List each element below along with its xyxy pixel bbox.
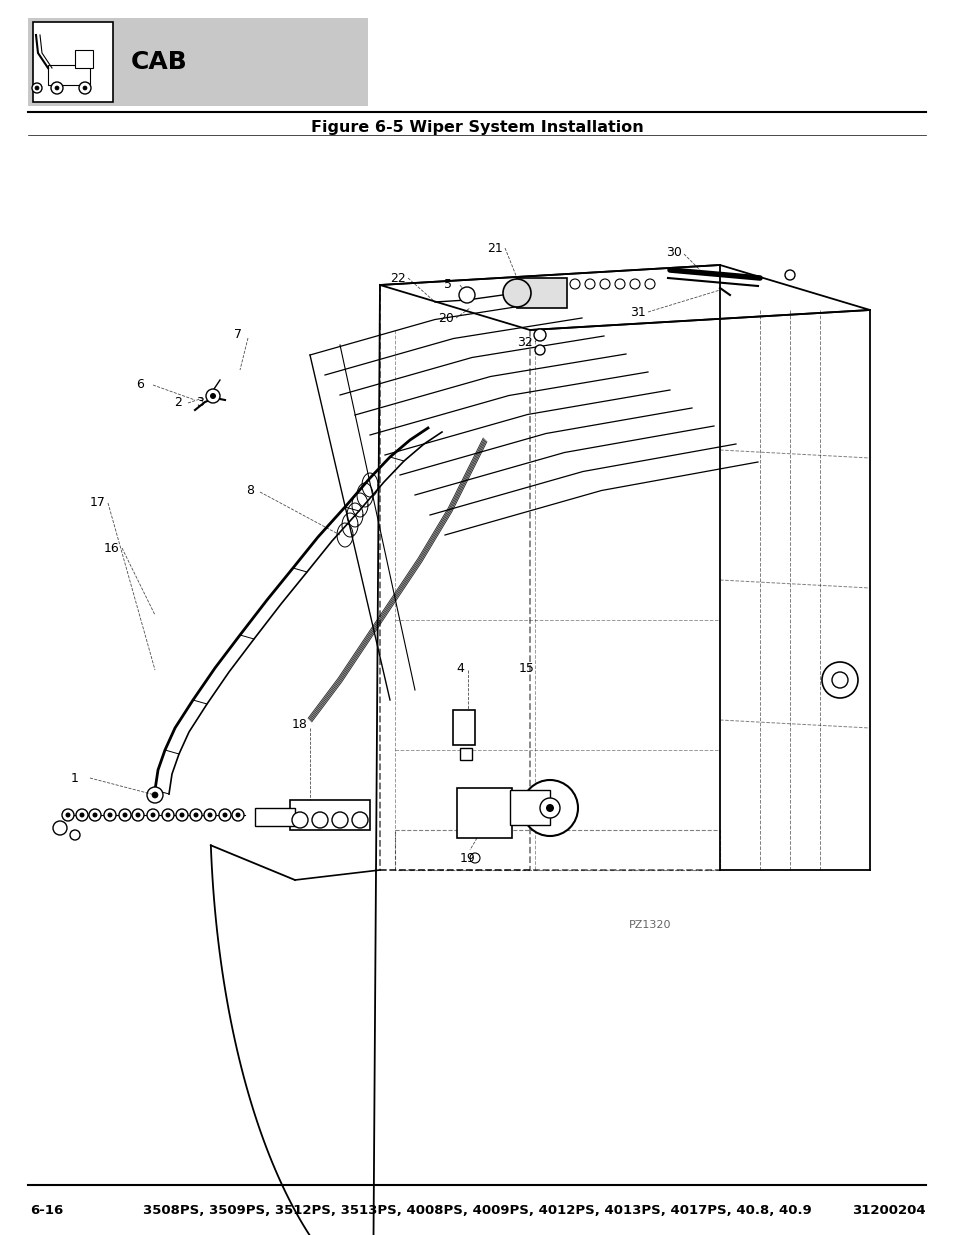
- Text: 3508PS, 3509PS, 3512PS, 3513PS, 4008PS, 4009PS, 4012PS, 4013PS, 4017PS, 40.8, 40: 3508PS, 3509PS, 3512PS, 3513PS, 4008PS, …: [143, 1203, 810, 1216]
- Circle shape: [204, 809, 215, 821]
- Text: 15: 15: [518, 662, 535, 674]
- Circle shape: [569, 279, 579, 289]
- Circle shape: [312, 811, 328, 827]
- Circle shape: [51, 82, 63, 94]
- Circle shape: [599, 279, 609, 289]
- Circle shape: [151, 813, 155, 818]
- Text: 8: 8: [246, 483, 253, 496]
- Text: 31: 31: [630, 305, 645, 319]
- Circle shape: [175, 809, 188, 821]
- Circle shape: [66, 813, 71, 818]
- Bar: [456, 788, 512, 839]
- Circle shape: [222, 813, 227, 818]
- Text: 1: 1: [71, 772, 79, 784]
- Circle shape: [79, 813, 85, 818]
- Circle shape: [162, 809, 173, 821]
- Circle shape: [539, 798, 559, 818]
- Text: PZ1320: PZ1320: [628, 920, 671, 930]
- Text: 21: 21: [487, 242, 502, 254]
- Bar: [517, 278, 566, 308]
- Circle shape: [232, 809, 244, 821]
- Circle shape: [210, 393, 215, 399]
- Circle shape: [104, 809, 116, 821]
- Text: CAB: CAB: [131, 49, 188, 74]
- Circle shape: [62, 809, 74, 821]
- Text: 4: 4: [456, 662, 463, 674]
- Text: 16: 16: [104, 541, 120, 555]
- Circle shape: [206, 389, 220, 403]
- Circle shape: [32, 83, 42, 93]
- Circle shape: [70, 830, 80, 840]
- Text: 19: 19: [459, 851, 476, 864]
- Circle shape: [535, 345, 544, 354]
- Text: 6-16: 6-16: [30, 1203, 63, 1216]
- Circle shape: [584, 279, 595, 289]
- Circle shape: [219, 809, 231, 821]
- Circle shape: [190, 809, 202, 821]
- Circle shape: [53, 821, 67, 835]
- Circle shape: [470, 853, 479, 863]
- Circle shape: [55, 86, 59, 90]
- Bar: [75, 49, 92, 68]
- Circle shape: [831, 672, 847, 688]
- Text: 6: 6: [136, 378, 144, 391]
- Circle shape: [83, 86, 87, 90]
- Text: 5: 5: [443, 279, 452, 291]
- Circle shape: [92, 813, 97, 818]
- Circle shape: [147, 787, 163, 803]
- Circle shape: [332, 811, 348, 827]
- Circle shape: [545, 804, 554, 811]
- Text: 18: 18: [292, 719, 308, 731]
- Circle shape: [135, 813, 140, 818]
- Circle shape: [352, 811, 368, 827]
- Text: 2: 2: [173, 396, 182, 410]
- Text: 17: 17: [90, 496, 106, 510]
- Circle shape: [152, 792, 158, 798]
- Bar: [33, 22, 112, 103]
- Bar: [28, 19, 368, 106]
- Circle shape: [119, 809, 131, 821]
- Text: 22: 22: [390, 272, 405, 284]
- Circle shape: [132, 809, 144, 821]
- Circle shape: [165, 813, 171, 818]
- Circle shape: [784, 270, 794, 280]
- Circle shape: [179, 813, 184, 818]
- Text: 3: 3: [196, 396, 204, 410]
- Bar: [290, 800, 370, 830]
- Circle shape: [292, 811, 308, 827]
- Bar: [459, 748, 472, 760]
- Bar: [453, 710, 475, 745]
- Circle shape: [208, 813, 213, 818]
- Circle shape: [615, 279, 624, 289]
- Circle shape: [108, 813, 112, 818]
- Circle shape: [502, 279, 531, 308]
- Circle shape: [89, 809, 101, 821]
- Bar: [254, 808, 294, 826]
- Text: 32: 32: [517, 336, 533, 348]
- Circle shape: [458, 287, 475, 303]
- Circle shape: [521, 781, 578, 836]
- Circle shape: [629, 279, 639, 289]
- Circle shape: [534, 329, 545, 341]
- Bar: [48, 65, 90, 85]
- Text: 30: 30: [665, 247, 681, 259]
- Text: Figure 6-5 Wiper System Installation: Figure 6-5 Wiper System Installation: [311, 120, 642, 135]
- Bar: [510, 790, 550, 825]
- Bar: [395, 830, 720, 869]
- Circle shape: [193, 813, 198, 818]
- Circle shape: [122, 813, 128, 818]
- Circle shape: [644, 279, 655, 289]
- Circle shape: [821, 662, 857, 698]
- Circle shape: [76, 809, 88, 821]
- Circle shape: [235, 813, 240, 818]
- Text: 31200204: 31200204: [851, 1203, 925, 1216]
- Circle shape: [79, 82, 91, 94]
- Circle shape: [147, 809, 159, 821]
- Circle shape: [35, 86, 39, 90]
- Text: 20: 20: [437, 311, 454, 325]
- Text: 7: 7: [233, 329, 242, 342]
